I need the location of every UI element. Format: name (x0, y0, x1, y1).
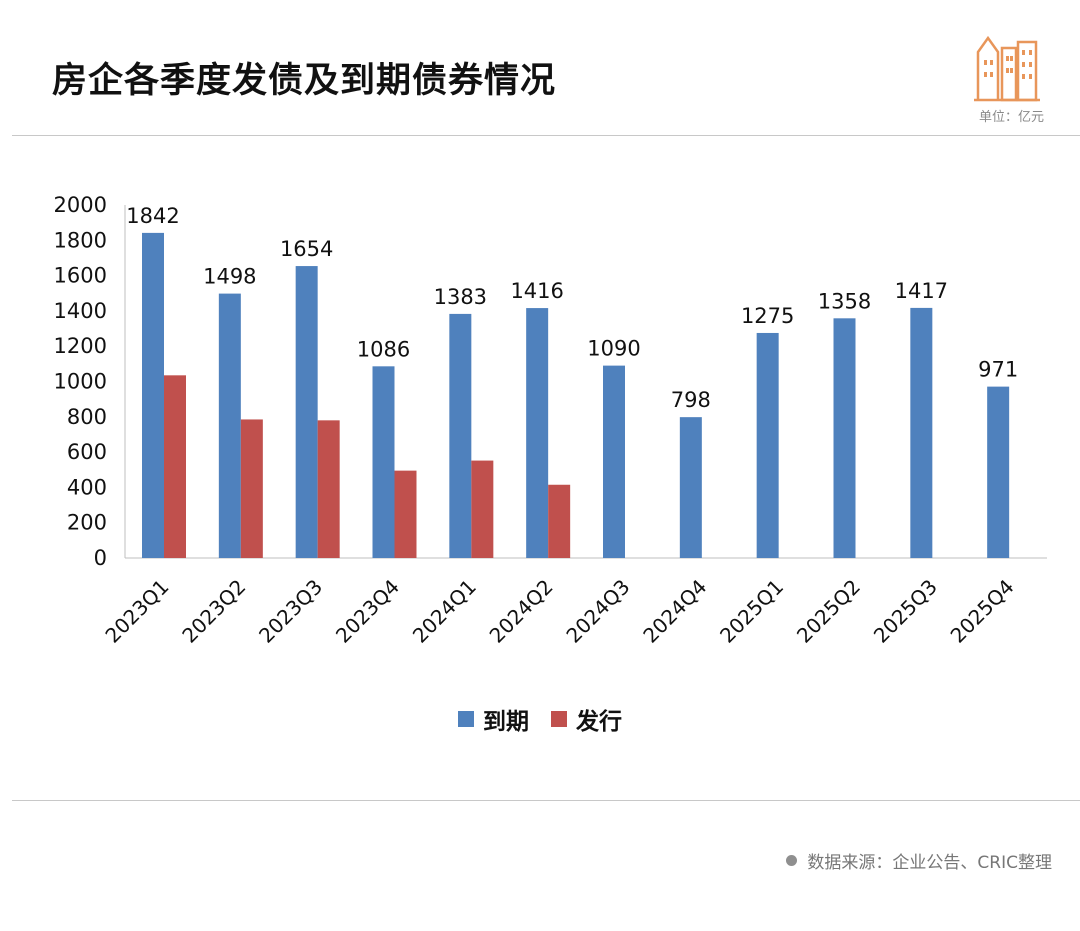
x-tick-label: 2023Q3 (254, 575, 327, 648)
maturity-bar (142, 232, 164, 558)
data-label: 1086 (357, 337, 410, 361)
bottom-divider (12, 800, 1080, 801)
source-note: 数据来源：企业公告、CRIC整理 (786, 848, 1052, 873)
y-tick-label: 2000 (54, 193, 107, 217)
maturity-bar (526, 308, 549, 558)
legend-label-maturity: 到期 (483, 709, 529, 735)
chart-title: 房企各季度发债及到期债券情况 (52, 61, 557, 101)
x-tick-label: 2024Q4 (638, 575, 711, 648)
building-logo-icon (974, 35, 1040, 102)
x-tick-label: 2023Q4 (331, 575, 404, 648)
data-label: 1383 (434, 285, 487, 309)
bar-chart: 0 200 400 600 800 1000 1200 1400 1600 1800 2000 184… (54, 193, 1047, 648)
maturity-bar (603, 365, 625, 558)
data-label: 1654 (280, 237, 333, 261)
top-divider (12, 135, 1080, 136)
x-tick-label: 2024Q2 (485, 575, 558, 648)
maturity-bar (910, 307, 933, 558)
data-label: 1498 (203, 265, 256, 289)
data-label: 1275 (741, 304, 794, 328)
legend-swatch-issuance (551, 711, 567, 727)
maturity-bar (449, 313, 472, 558)
data-label: 1416 (510, 279, 563, 303)
data-label: 1358 (818, 289, 871, 313)
y-tick-label: 400 (67, 475, 107, 499)
data-label: 971 (978, 358, 1018, 382)
x-tick-label: 2025Q2 (792, 575, 865, 648)
x-tick-label: 2023Q2 (177, 575, 250, 648)
maturity-bar (295, 266, 318, 558)
y-tick-label: 1800 (54, 228, 107, 252)
issuance-bar (164, 375, 186, 558)
x-tick-label: 2025Q3 (869, 575, 942, 648)
y-tick-label: 1600 (54, 264, 107, 288)
x-tick-label: 2025Q4 (946, 575, 1019, 648)
maturity-bar (372, 366, 395, 558)
legend-swatch-maturity (458, 711, 474, 727)
data-label: 1842 (126, 204, 179, 228)
issuance-bar (394, 470, 417, 558)
maturity-bar (218, 293, 241, 558)
x-tick-label: 2024Q3 (561, 575, 634, 648)
issuance-bar (240, 419, 263, 558)
unit-label: 单位：亿元 (978, 110, 1044, 125)
x-tick-label: 2025Q1 (715, 575, 788, 648)
x-tick-label: 2023Q1 (100, 575, 173, 648)
issuance-bar (548, 484, 571, 558)
issuance-bar (317, 420, 340, 558)
maturity-bar (679, 417, 702, 558)
legend-label-issuance: 发行 (576, 709, 622, 735)
y-tick-label: 0 (94, 546, 107, 570)
y-tick-label: 1200 (54, 334, 107, 358)
issuance-bar (471, 460, 494, 558)
source-text: 数据来源：企业公告、CRIC整理 (807, 853, 1052, 873)
data-label: 1417 (895, 279, 948, 303)
maturity-bar (987, 386, 1010, 558)
x-tick-label: 2024Q1 (408, 575, 481, 648)
y-tick-label: 800 (67, 405, 107, 429)
maturity-bar (833, 318, 856, 558)
y-tick-label: 200 (67, 511, 107, 535)
data-label: 798 (671, 388, 711, 412)
maturity-bar (756, 332, 779, 558)
legend-item-maturity: 到期 (458, 702, 529, 736)
y-tick-label: 1400 (54, 299, 107, 323)
bullet-icon (786, 855, 798, 866)
y-tick-label: 600 (67, 440, 107, 464)
legend: 到期 发行 (0, 702, 1080, 736)
y-tick-label: 1000 (54, 370, 107, 394)
data-label: 1090 (587, 337, 640, 361)
legend-item-issuance: 发行 (551, 702, 622, 736)
